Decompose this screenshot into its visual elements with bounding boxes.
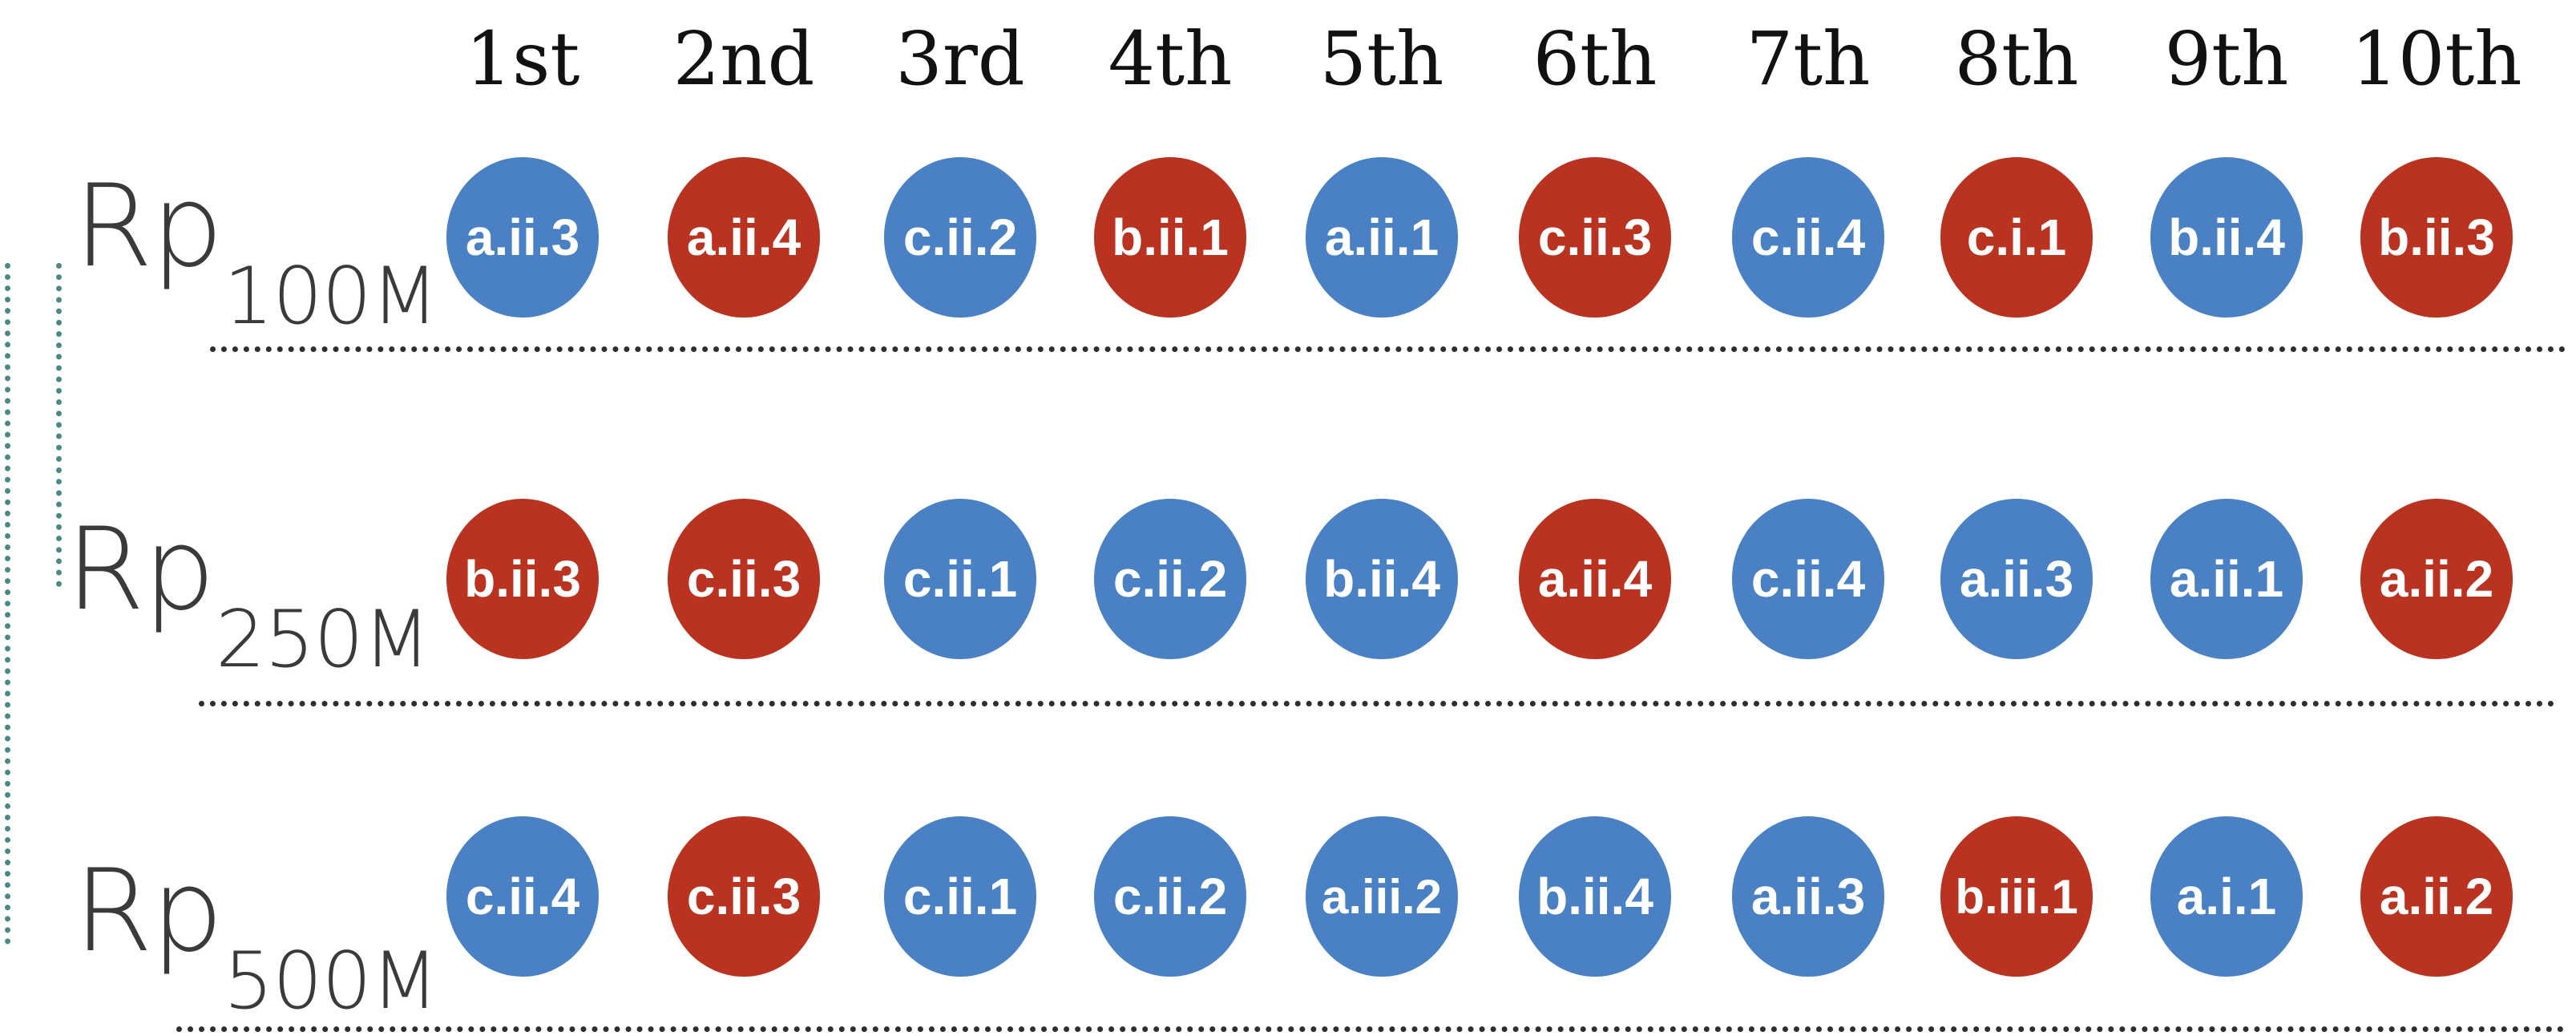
ranked-item-node: a.ii.3 — [446, 157, 599, 318]
ranked-item-node: c.ii.1 — [884, 816, 1036, 977]
row-label-base: Rp — [66, 504, 216, 636]
rank-header-10: 10th — [2351, 16, 2522, 102]
row-label-500m: Rp500M — [74, 855, 438, 1022]
row-label-base: Rp — [74, 845, 224, 977]
rank-header-6: 6th — [1532, 16, 1657, 102]
rank-header-3: 3rd — [895, 16, 1025, 102]
ranked-item-node: c.ii.3 — [668, 499, 820, 659]
ranked-item-node: a.ii.4 — [668, 157, 820, 318]
ranked-item-node: a.ii.3 — [1732, 816, 1884, 977]
row-separator-1 — [210, 346, 2566, 352]
ranked-item-node: a.ii.1 — [2150, 499, 2303, 659]
ranked-item-node: c.ii.2 — [1094, 816, 1246, 977]
ranked-item-node: a.i.1 — [2150, 816, 2303, 977]
rank-header-8: 8th — [1954, 16, 2079, 102]
rank-header-1: 1st — [465, 16, 580, 102]
ranked-item-node: c.ii.4 — [1732, 157, 1884, 318]
rank-header-5: 5th — [1319, 16, 1444, 102]
ranked-item-node: a.iii.2 — [1306, 816, 1458, 977]
row-label-250m: Rp250M — [66, 513, 430, 680]
ranked-item-node: b.ii.4 — [1519, 816, 1671, 977]
ranked-item-node: a.ii.4 — [1519, 499, 1671, 659]
ranked-item-node: a.ii.2 — [2360, 816, 2513, 977]
ranked-item-node: b.ii.3 — [446, 499, 599, 659]
row-label-subscript: 250M — [215, 594, 431, 686]
rank-header-7: 7th — [1746, 16, 1871, 102]
rank-header-9: 9th — [2164, 16, 2289, 102]
ranked-item-node: c.ii.2 — [884, 157, 1036, 318]
ranked-item-node: b.ii.4 — [1306, 499, 1458, 659]
ranked-item-node: b.ii.3 — [2360, 157, 2513, 318]
ranked-item-node: c.ii.2 — [1094, 499, 1246, 659]
rank-header-4: 4th — [1108, 16, 1233, 102]
outer-bracket-line — [5, 263, 10, 945]
row-separator-3 — [176, 1026, 2565, 1032]
inner-bracket-line — [56, 263, 62, 587]
row-label-100m: Rp100M — [74, 170, 438, 337]
row-separator-2 — [199, 701, 2555, 706]
ranked-item-node: a.ii.1 — [1306, 157, 1458, 318]
ranked-item-node: a.ii.3 — [1940, 499, 2093, 659]
ranked-item-node: c.ii.3 — [668, 816, 820, 977]
row-label-subscript: 500M — [223, 936, 439, 1027]
row-label-base: Rp — [74, 160, 224, 293]
ranked-item-node: c.i.1 — [1940, 157, 2093, 318]
ranked-item-node: b.ii.4 — [2150, 157, 2303, 318]
rank-header-2: 2nd — [672, 16, 815, 102]
ranked-item-node: c.ii.1 — [884, 499, 1036, 659]
ranked-item-node: b.iii.1 — [1940, 816, 2093, 977]
ranked-item-node: c.ii.4 — [1732, 499, 1884, 659]
ranked-item-node: c.ii.3 — [1519, 157, 1671, 318]
row-label-subscript: 100M — [223, 251, 439, 342]
ranked-item-node: b.ii.1 — [1094, 157, 1246, 318]
ranked-item-node: c.ii.4 — [446, 816, 599, 977]
ranked-item-node: a.ii.2 — [2360, 499, 2513, 659]
